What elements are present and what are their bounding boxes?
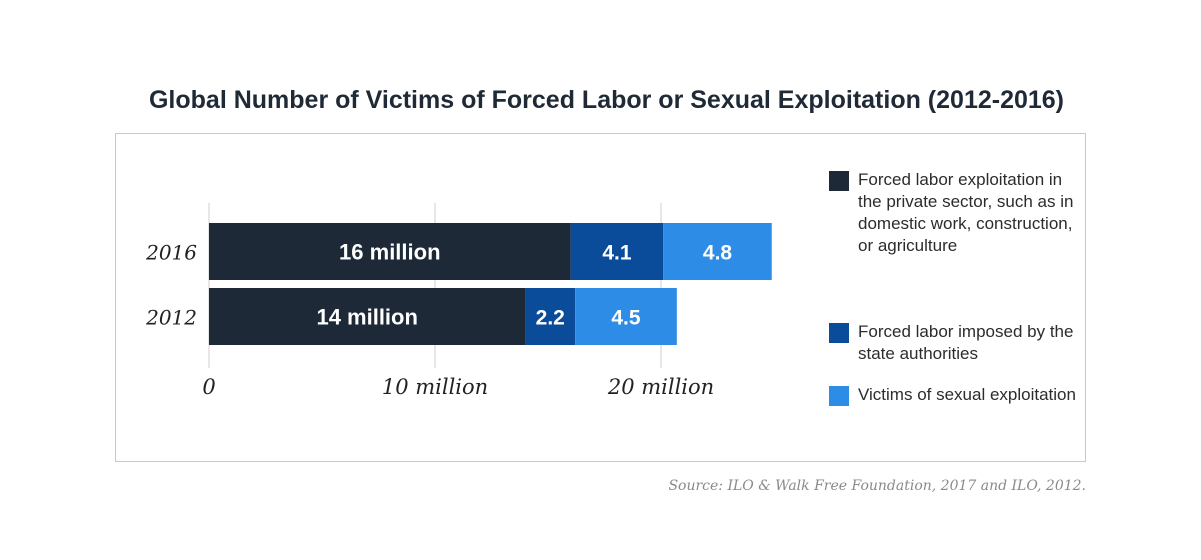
bar-2012-series-0 (209, 288, 526, 345)
bar-label-2016-series-2: 4.8 (703, 242, 733, 265)
category-label-2016: 2016 (145, 241, 197, 265)
bar-label-2016-series-1: 4.1 (602, 242, 632, 265)
legend-label-state-imposed: Forced labor imposed by the state author… (858, 322, 1074, 363)
legend-swatch-state-imposed (829, 323, 849, 343)
chart-title: Global Number of Victims of Forced Labor… (148, 86, 1065, 114)
bar-2012-series-2 (575, 288, 677, 345)
bar-label-2016-series-0: 16 million (339, 240, 440, 265)
bar-2016-series-2 (663, 223, 772, 280)
bar-label-2012-series-2: 4.5 (611, 307, 641, 330)
legend-swatch-private-sector (829, 171, 849, 191)
x-tick-label-2: 20 million (607, 375, 714, 399)
x-tick-label-1: 10 million (382, 375, 488, 399)
x-tick-label-0: 0 (202, 375, 215, 399)
category-label-2012: 2012 (145, 306, 197, 330)
bar-2012-series-1 (525, 288, 576, 345)
bar-2016-series-1 (570, 223, 664, 280)
bar-chart: 16 million 4.1 4.8 2016 14 million 2.2 4.5 2012… (145, 203, 772, 399)
bar-2016-series-0 (209, 223, 571, 280)
legend-swatch-sexual-exploitation (829, 386, 849, 406)
bar-label-2012-series-1: 2.2 (536, 307, 565, 330)
bar-label-2012-series-0: 14 million (316, 305, 417, 330)
legend-label-sexual-exploitation: Victims of sexual exploitation (858, 385, 1076, 404)
legend-label-private-sector: Forced labor exploitation in the private… (858, 170, 1074, 255)
source-note: Source: ILO & Walk Free Foundation, 2017… (668, 478, 1086, 494)
